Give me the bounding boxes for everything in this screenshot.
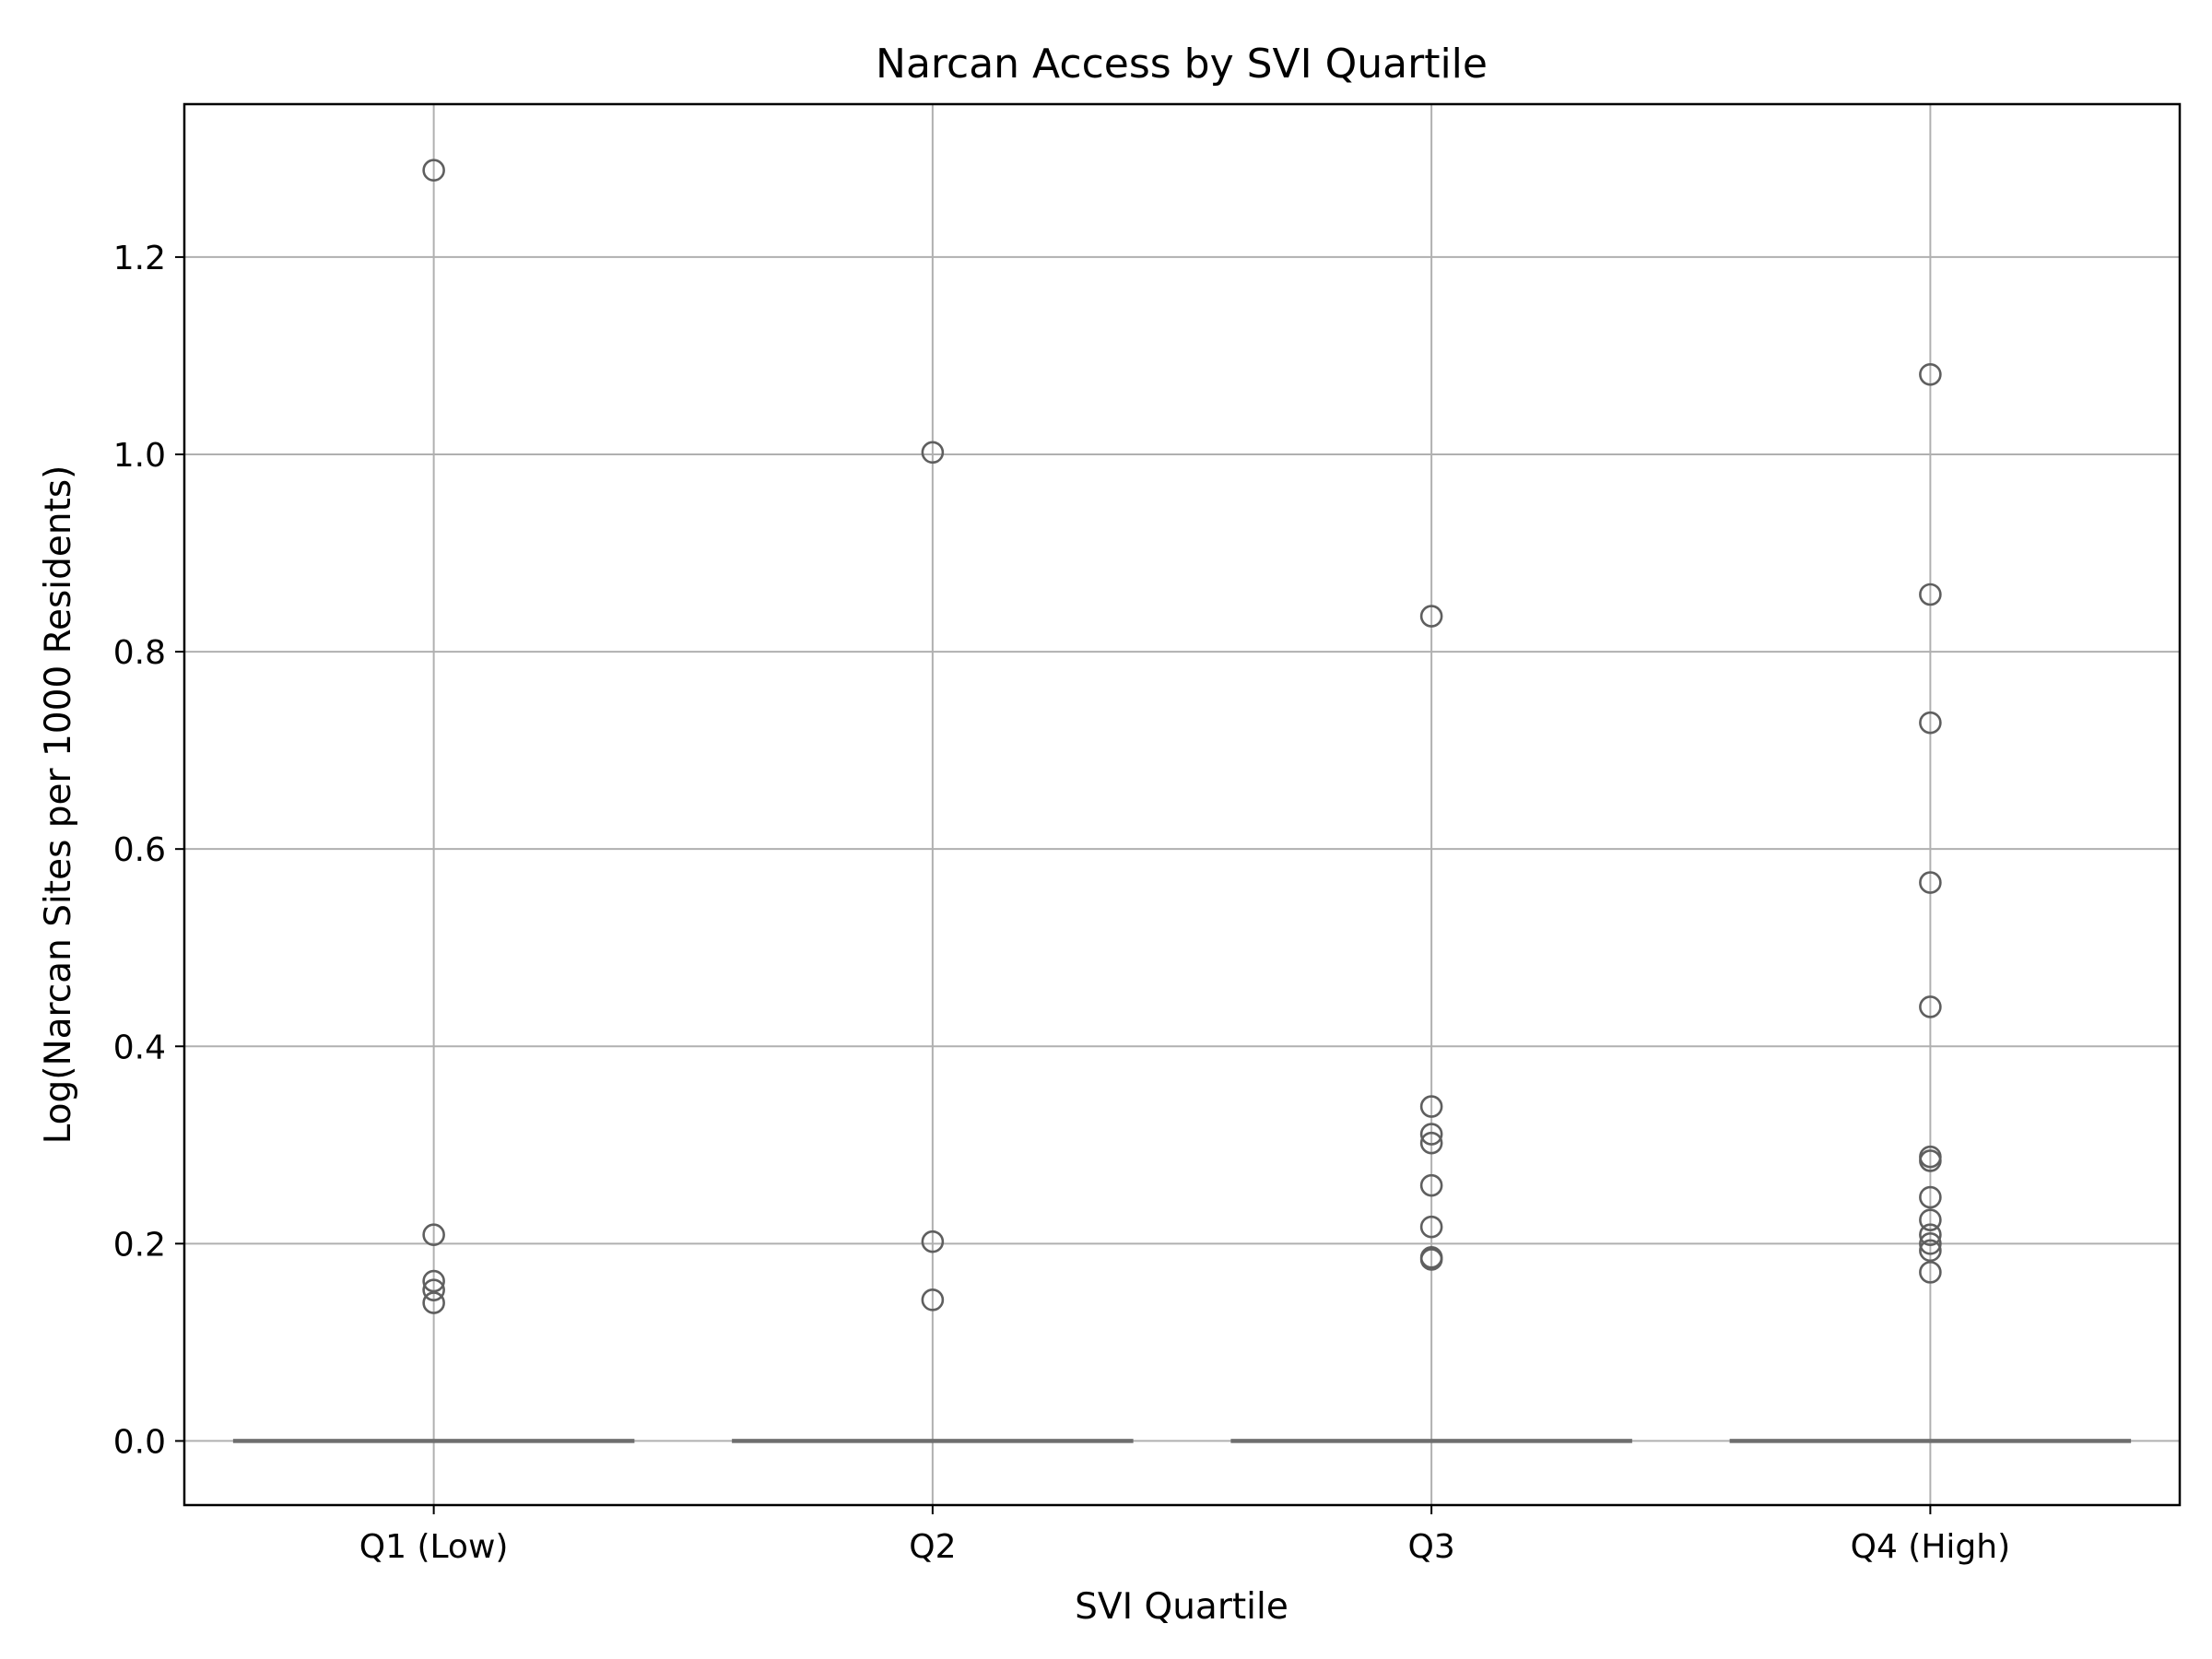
outlier-point (1919, 995, 1942, 1018)
x-tick-label: Q3 (1408, 1528, 1455, 1566)
outlier-point (921, 441, 945, 465)
outlier-point (1919, 1223, 1942, 1247)
outlier-point (1419, 1248, 1443, 1271)
y-tick-label: 0.0 (113, 1423, 166, 1461)
outlier-point (1419, 1095, 1443, 1118)
chart-title: Narcan Access by SVI Quartile (876, 41, 1488, 88)
outlier-point (921, 1230, 945, 1253)
outlier-point (1919, 582, 1942, 606)
outlier-point (1919, 1149, 1942, 1172)
y-tick-label: 1.0 (113, 437, 166, 475)
y-tick-label: 0.4 (113, 1029, 166, 1066)
outlier-point (1919, 1208, 1942, 1231)
outlier-point (921, 1288, 945, 1312)
outlier-point (1419, 1173, 1443, 1197)
outlier-point (1919, 1232, 1942, 1255)
y-axis-label: Log(Narcan Sites per 1000 Residents) (38, 465, 79, 1145)
outlier-point (422, 1223, 445, 1247)
outlier-point (1919, 1261, 1942, 1284)
outlier-point (422, 1269, 445, 1293)
y-tick-label: 0.8 (113, 634, 166, 672)
y-tick-label: 1.2 (113, 240, 166, 277)
plot-frame (182, 102, 2182, 1507)
x-axis-label: SVI Quartile (1075, 1586, 1288, 1628)
x-tick-label: Q4 (High) (1851, 1528, 2011, 1566)
outlier-point (1419, 605, 1443, 628)
boxes (232, 1439, 2132, 1443)
x-tick-label: Q1 (Low) (359, 1528, 509, 1566)
y-tick-label: 0.2 (113, 1226, 166, 1264)
x-tick-label: Q2 (909, 1528, 956, 1566)
outlier-point (1919, 1185, 1942, 1209)
outlier-point (1419, 1131, 1443, 1155)
outlier-point (1419, 1123, 1443, 1146)
outlier-point (1919, 1239, 1942, 1263)
outlier-point (422, 159, 445, 182)
grid-lines (184, 104, 2180, 1505)
y-tick-label: 0.6 (113, 831, 166, 869)
axis-ticks: 0.0 0.2 0.4 0.6 0.8 1.0 1.2 Q1 (Low) Q2 Q3 Q4 (Hig… (113, 240, 2010, 1566)
outlier-point (422, 1291, 445, 1314)
outlier-point (1919, 711, 1942, 735)
outlier-point (1419, 1215, 1443, 1239)
outlier-point (422, 1278, 445, 1301)
outlier-point (1919, 871, 1942, 894)
outliers (422, 159, 1942, 1314)
outlier-point (1919, 362, 1942, 386)
